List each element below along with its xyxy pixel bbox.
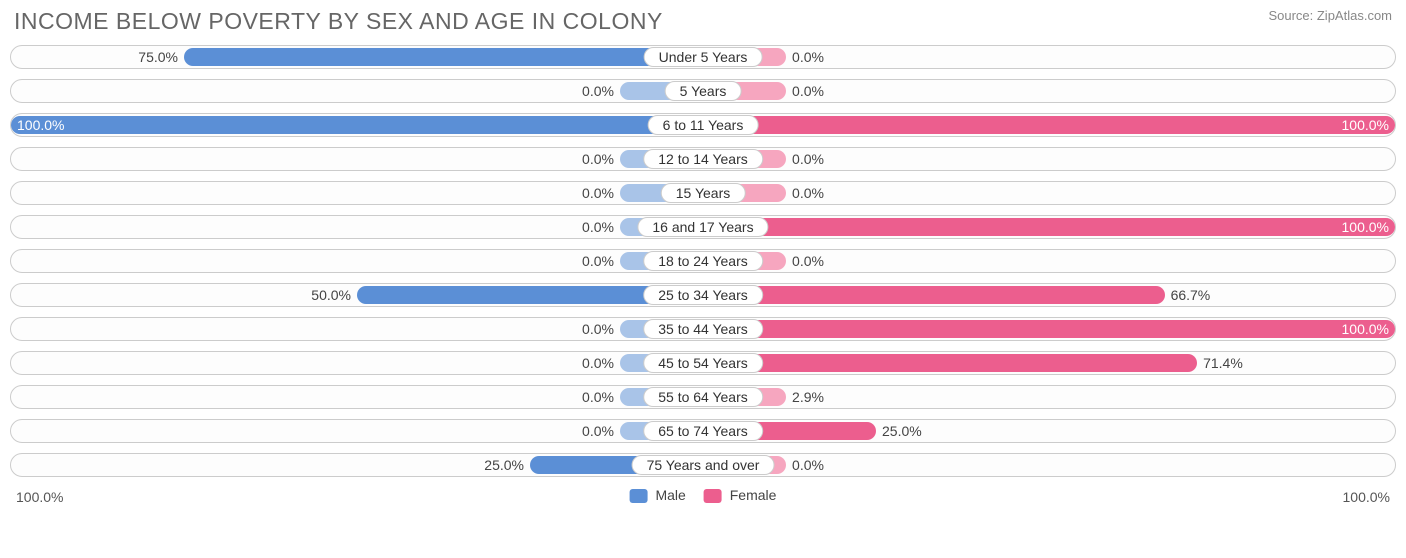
category-label: 45 to 54 Years [643,353,763,373]
male-value-label: 0.0% [582,185,614,201]
female-bar [703,116,1395,134]
category-label: 65 to 74 Years [643,421,763,441]
male-value-label: 100.0% [17,117,64,133]
male-bar [11,116,703,134]
male-value-label: 75.0% [138,49,178,65]
axis-label-right: 100.0% [1343,489,1390,505]
chart-row: 0.0% 0.0% 5 Years [10,79,1396,103]
female-value-label: 0.0% [792,457,824,473]
legend-male-label: Male [655,487,685,503]
header: INCOME BELOW POVERTY BY SEX AND AGE IN C… [10,8,1396,45]
chart-row: 0.0% 100.0% 35 to 44 Years [10,317,1396,341]
female-bar [703,354,1197,372]
male-value-label: 50.0% [311,287,351,303]
male-value-label: 0.0% [582,355,614,371]
chart-area: 75.0% 0.0% Under 5 Years 0.0% 0.0% 5 Years 100… [10,45,1396,477]
female-value-label: 100.0% [1342,219,1389,235]
male-value-label: 0.0% [582,423,614,439]
legend: Male Female [630,487,777,503]
male-bar [184,48,703,66]
chart-row: 100.0% 100.0% 6 to 11 Years [10,113,1396,137]
chart-row: 0.0% 25.0% 65 to 74 Years [10,419,1396,443]
category-label: 18 to 24 Years [643,251,763,271]
female-value-label: 25.0% [882,423,922,439]
category-label: 15 Years [661,183,746,203]
male-value-label: 0.0% [582,253,614,269]
female-bar [703,286,1165,304]
chart-row: 0.0% 2.9% 55 to 64 Years [10,385,1396,409]
chart-row: 0.0% 0.0% 15 Years [10,181,1396,205]
male-value-label: 0.0% [582,219,614,235]
chart-row: 0.0% 100.0% 16 and 17 Years [10,215,1396,239]
category-label: 12 to 14 Years [643,149,763,169]
female-bar [703,320,1395,338]
category-label: Under 5 Years [644,47,763,67]
female-value-label: 71.4% [1203,355,1243,371]
chart-row: 0.0% 71.4% 45 to 54 Years [10,351,1396,375]
chart-title: INCOME BELOW POVERTY BY SEX AND AGE IN C… [14,8,663,35]
axis-label-left: 100.0% [16,489,63,505]
female-value-label: 100.0% [1342,321,1389,337]
female-value-label: 66.7% [1171,287,1211,303]
legend-male: Male [630,487,686,503]
chart-row: 0.0% 0.0% 18 to 24 Years [10,249,1396,273]
female-swatch-icon [704,489,722,503]
chart-row: 75.0% 0.0% Under 5 Years [10,45,1396,69]
chart-row: 25.0% 0.0% 75 Years and over [10,453,1396,477]
male-value-label: 0.0% [582,151,614,167]
category-label: 5 Years [665,81,742,101]
female-value-label: 2.9% [792,389,824,405]
category-label: 6 to 11 Years [648,115,759,135]
category-label: 16 and 17 Years [637,217,768,237]
male-value-label: 0.0% [582,321,614,337]
category-label: 25 to 34 Years [643,285,763,305]
female-bar [703,218,1395,236]
category-label: 35 to 44 Years [643,319,763,339]
category-label: 55 to 64 Years [643,387,763,407]
male-value-label: 0.0% [582,83,614,99]
female-value-label: 0.0% [792,253,824,269]
chart-container: INCOME BELOW POVERTY BY SEX AND AGE IN C… [0,0,1406,558]
female-value-label: 0.0% [792,185,824,201]
chart-row: 0.0% 0.0% 12 to 14 Years [10,147,1396,171]
male-value-label: 25.0% [484,457,524,473]
legend-female: Female [704,487,777,503]
category-label: 75 Years and over [632,455,775,475]
legend-female-label: Female [730,487,777,503]
female-value-label: 0.0% [792,83,824,99]
female-value-label: 100.0% [1342,117,1389,133]
chart-source: Source: ZipAtlas.com [1268,8,1392,23]
female-value-label: 0.0% [792,49,824,65]
chart-row: 50.0% 66.7% 25 to 34 Years [10,283,1396,307]
female-value-label: 0.0% [792,151,824,167]
chart-footer: 100.0% Male Female 100.0% [10,487,1396,517]
male-value-label: 0.0% [582,389,614,405]
male-swatch-icon [630,489,648,503]
